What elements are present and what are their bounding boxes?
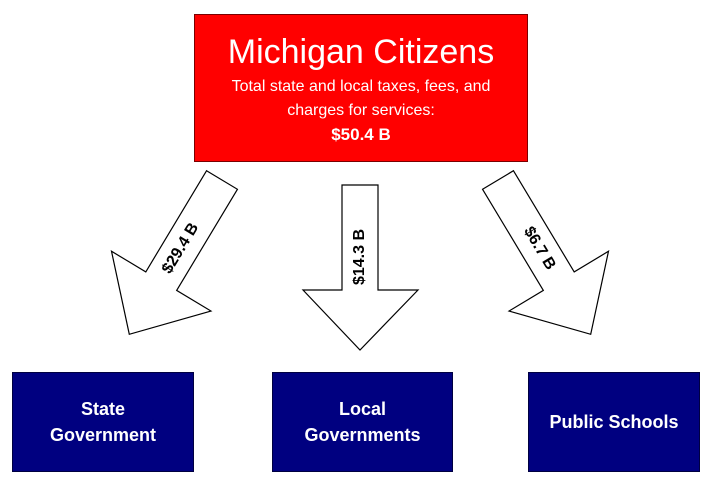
node-box: State Government xyxy=(12,372,194,472)
node-label: Local Governments xyxy=(304,399,421,445)
arrow-shape xyxy=(301,184,420,351)
source-title: Michigan Citizens xyxy=(227,33,495,71)
flow-label: $14.3 B xyxy=(351,229,368,285)
source-amount: $50.4 B xyxy=(331,125,391,144)
source-box: Michigan Citizens Total state and local … xyxy=(194,14,528,162)
flow-arrow: $6.7 B xyxy=(481,169,610,336)
source-subtitle: Total state and local taxes, fees, and c… xyxy=(231,78,491,119)
node-box: Public Schools xyxy=(528,372,700,472)
node-label: State Government xyxy=(49,399,157,445)
arrow-shape xyxy=(481,169,610,336)
flow-arrow: $29.4 B xyxy=(110,169,239,336)
node-box: Local Governments xyxy=(272,372,453,472)
flow-arrow: $14.3 B xyxy=(301,184,420,351)
arrow-shape xyxy=(110,169,239,336)
node-label: Public Schools xyxy=(549,412,679,432)
